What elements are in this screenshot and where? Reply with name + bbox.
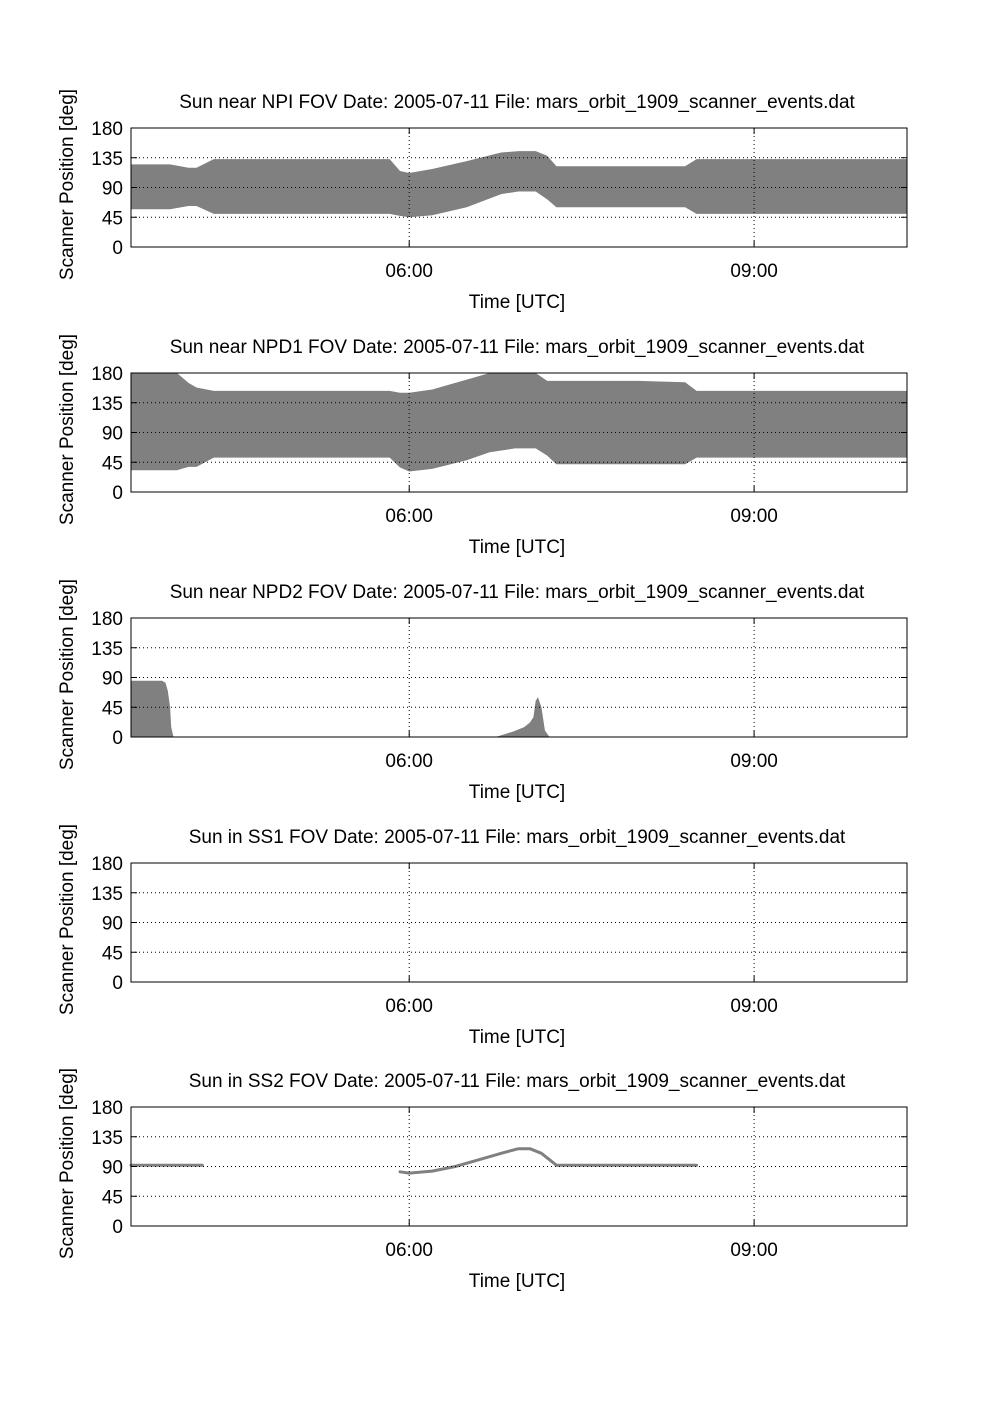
x-axis-label: Time [UTC] xyxy=(469,537,565,558)
x-axis-label: Time [UTC] xyxy=(469,292,565,313)
y-tick-label: 90 xyxy=(102,914,123,935)
y-axis-label: Scanner Position [deg] xyxy=(57,579,78,770)
chart-title: Sun near NPD2 FOV Date: 2005-07-11 File:… xyxy=(170,582,865,603)
y-tick-label: 180 xyxy=(91,1098,123,1119)
x-tick-label: 06:00 xyxy=(385,261,433,282)
y-tick-label: 90 xyxy=(102,1158,123,1179)
y-tick-label: 180 xyxy=(91,854,123,875)
y-axis-label: Scanner Position [deg] xyxy=(57,334,78,525)
x-axis-label: Time [UTC] xyxy=(469,1027,565,1048)
y-tick-label: 180 xyxy=(91,609,123,630)
panel-5: Sun in SS2 FOV Date: 2005-07-11 File: ma… xyxy=(57,1068,908,1292)
chart-title: Sun in SS2 FOV Date: 2005-07-11 File: ma… xyxy=(189,1071,846,1092)
series-band-1 xyxy=(131,373,907,472)
x-tick-label: 09:00 xyxy=(730,506,778,527)
y-tick-label: 90 xyxy=(102,424,123,445)
x-tick-label: 06:00 xyxy=(385,506,433,527)
y-tick-label: 45 xyxy=(102,698,123,719)
x-axis-label: Time [UTC] xyxy=(469,782,565,803)
y-tick-label: 45 xyxy=(102,943,123,964)
y-tick-label: 135 xyxy=(91,639,123,660)
y-tick-label: 90 xyxy=(102,179,123,200)
panel-2: Sun near NPD1 FOV Date: 2005-07-11 File:… xyxy=(57,334,908,558)
series-band-1 xyxy=(131,151,907,218)
x-tick-label: 09:00 xyxy=(730,261,778,282)
y-tick-label: 180 xyxy=(91,364,123,385)
y-axis-label: Scanner Position [deg] xyxy=(57,824,78,1015)
x-tick-label: 06:00 xyxy=(385,751,433,772)
y-tick-label: 0 xyxy=(112,1217,123,1238)
y-tick-label: 135 xyxy=(91,884,123,905)
x-tick-label: 09:00 xyxy=(730,996,778,1017)
y-tick-label: 0 xyxy=(112,483,123,504)
chart-title: Sun near NPD1 FOV Date: 2005-07-11 File:… xyxy=(170,337,865,358)
x-tick-label: 09:00 xyxy=(730,751,778,772)
x-tick-label: 06:00 xyxy=(385,1240,433,1261)
y-tick-label: 135 xyxy=(91,1128,123,1149)
y-tick-label: 180 xyxy=(91,119,123,140)
panels: Sun near NPI FOV Date: 2005-07-11 File: … xyxy=(57,89,908,1292)
x-axis-label: Time [UTC] xyxy=(469,1271,565,1292)
x-tick-label: 09:00 xyxy=(730,1240,778,1261)
chart-title: Sun in SS1 FOV Date: 2005-07-11 File: ma… xyxy=(189,827,846,848)
y-tick-label: 45 xyxy=(102,1187,123,1208)
y-tick-label: 90 xyxy=(102,669,123,690)
y-tick-label: 135 xyxy=(91,394,123,415)
y-tick-label: 45 xyxy=(102,453,123,474)
y-axis-label: Scanner Position [deg] xyxy=(57,1068,78,1259)
y-axis-label: Scanner Position [deg] xyxy=(57,89,78,280)
chart-title: Sun near NPI FOV Date: 2005-07-11 File: … xyxy=(179,92,855,113)
panel-4: Sun in SS1 FOV Date: 2005-07-11 File: ma… xyxy=(57,824,908,1048)
panel-1: Sun near NPI FOV Date: 2005-07-11 File: … xyxy=(57,89,908,313)
panel-3: Sun near NPD2 FOV Date: 2005-07-11 File:… xyxy=(57,579,908,803)
y-tick-label: 0 xyxy=(112,238,123,259)
y-tick-label: 45 xyxy=(102,208,123,229)
y-tick-label: 135 xyxy=(91,149,123,170)
series-line-2 xyxy=(398,1147,699,1175)
series-band-1 xyxy=(131,680,550,737)
x-tick-label: 06:00 xyxy=(385,996,433,1017)
y-tick-label: 0 xyxy=(112,728,123,749)
y-tick-label: 0 xyxy=(112,973,123,994)
